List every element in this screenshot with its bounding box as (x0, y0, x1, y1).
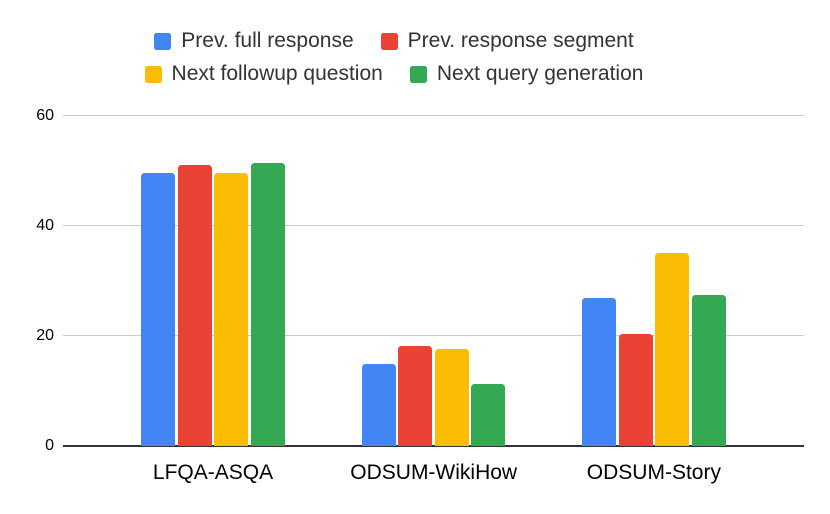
legend-item-prev-full-response: Prev. full response (154, 29, 354, 53)
legend-item-next-followup-question: Next followup question (144, 62, 383, 86)
legend-row: Next followup question Next query generat… (144, 62, 644, 86)
legend-item-next-query-generation: Next query generation (409, 62, 644, 86)
legend-label: Prev. full response (181, 29, 354, 52)
legend-swatch-icon (409, 65, 427, 83)
x-axis-category-label: LFQA-ASQA (152, 461, 274, 484)
y-axis-tick-label: 20 (36, 326, 54, 344)
legend-label: Next query generation (436, 62, 644, 85)
bar-prev-response-segment-odsum-story (618, 333, 653, 446)
bar-prev-response-segment-odsum-wikihow (398, 345, 433, 446)
legend-swatch-icon (380, 32, 398, 50)
legend-swatch-icon (144, 65, 162, 83)
y-axis-tick-label: 40 (36, 216, 54, 234)
x-axis-category-label: ODSUM-WikiHow (350, 461, 518, 484)
bar-prev-full-response-odsum-wikihow (361, 364, 396, 446)
legend-label: Next followup question (171, 62, 383, 85)
bar-next-query-generation-lfqa-asqa (250, 163, 285, 446)
x-axis-category-label: ODSUM-Story (586, 461, 721, 484)
bar-next-followup-question-odsum-wikihow (434, 349, 469, 446)
bar-prev-full-response-odsum-story (582, 297, 617, 446)
bar-next-query-generation-odsum-wikihow (471, 383, 506, 446)
gridline-y20 (63, 335, 804, 337)
y-axis-tick-label: 60 (36, 106, 54, 124)
gridline-y40 (63, 225, 804, 227)
y-axis-tick-label: 0 (45, 437, 54, 454)
chart-legend: Prev. full response Prev. response segmen… (0, 29, 788, 86)
bar-next-followup-question-odsum-story (655, 253, 690, 446)
legend-item-prev-response-segment: Prev. response segment (380, 29, 634, 53)
bar-prev-response-segment-lfqa-asqa (177, 165, 212, 446)
bar-next-followup-question-lfqa-asqa (214, 172, 249, 446)
bar-prev-full-response-lfqa-asqa (141, 173, 176, 446)
x-axis-baseline (63, 445, 804, 447)
legend-row: Prev. full response Prev. response segmen… (154, 29, 634, 53)
gridline-y60 (63, 115, 804, 116)
legend-swatch-icon (154, 32, 172, 50)
bar-next-query-generation-odsum-story (691, 294, 726, 446)
legend-label: Prev. response segment (407, 29, 634, 52)
